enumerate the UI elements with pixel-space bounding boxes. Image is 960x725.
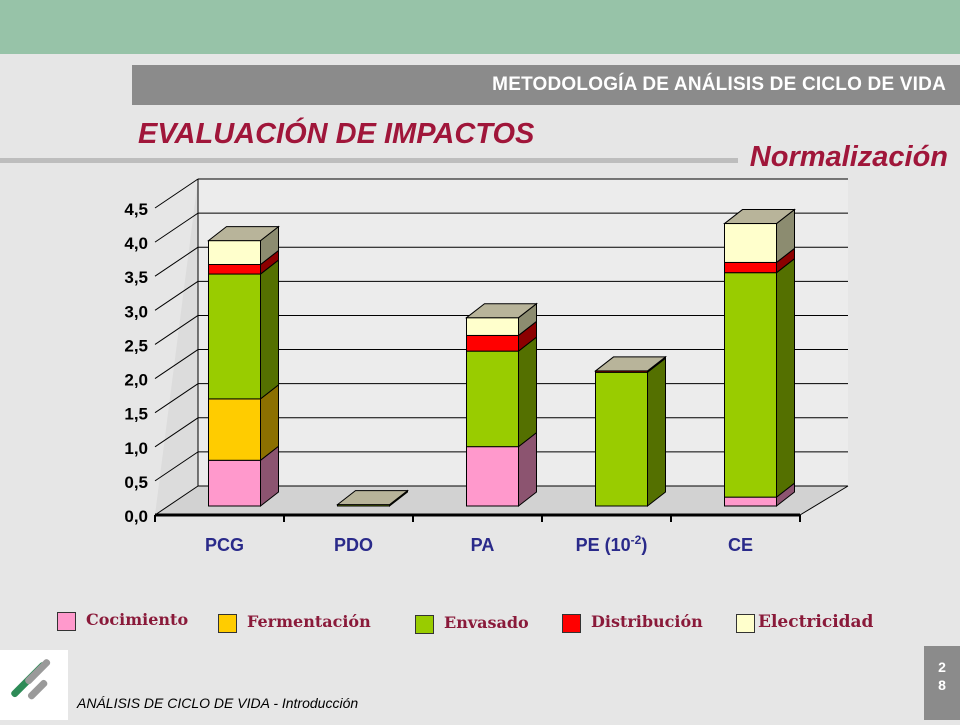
legend-swatch-envasado — [415, 615, 434, 634]
x-tick-labels: PCG PDO PA PE (10-2) CE — [205, 533, 753, 555]
legend-label-cocimiento: Cocimiento — [86, 610, 189, 629]
x-tick-label: CE — [728, 535, 753, 555]
gridline-side — [154, 451, 199, 482]
bar-segment — [466, 350, 519, 448]
y-tick-label: 1,5 — [124, 405, 148, 424]
page-number-digit-1: 2 — [938, 659, 946, 675]
x-tick-label: PE (10-2) — [576, 533, 648, 555]
gridline-side — [154, 315, 199, 345]
legend-swatch-fermentacion — [218, 614, 237, 633]
bar-segment — [208, 263, 261, 275]
bar-group — [207, 225, 280, 508]
bar-segment-side — [518, 336, 537, 448]
page-number: 2 8 — [924, 646, 960, 720]
gridline-side — [154, 212, 199, 243]
bars — [207, 208, 796, 508]
x-tick-label: PA — [471, 535, 495, 555]
footer-course-text: ANÁLISIS DE CICLO DE VIDA - Introducción — [77, 695, 359, 711]
bar-segment — [595, 371, 648, 507]
bar-segment — [466, 446, 519, 507]
legend-swatch-electricidad — [736, 614, 755, 633]
x-tick-marks — [154, 515, 801, 522]
page-number-digit-2: 8 — [938, 677, 946, 693]
bar-segment-side — [647, 357, 666, 508]
y-tick-label: 2,5 — [124, 336, 148, 355]
bar-group — [336, 489, 409, 508]
floor-edge-right — [799, 485, 849, 516]
section-title: METODOLOGÍA DE ANÁLISIS DE CICLO DE VIDA — [492, 74, 946, 95]
legend-swatch-distribucion — [562, 614, 581, 633]
bar-segment — [208, 459, 261, 507]
bar-top — [594, 356, 667, 372]
legend-swatch-cocimiento — [57, 612, 76, 631]
title-underline — [0, 158, 738, 163]
bar-segment — [724, 272, 777, 498]
bar-segment — [208, 240, 261, 265]
bar-group — [465, 302, 538, 508]
bar-top — [723, 209, 796, 225]
logo-graphic — [11, 659, 51, 700]
bar-top — [336, 490, 409, 506]
legend-label-envasado: Envasado — [444, 613, 529, 632]
gridline-side — [154, 349, 199, 379]
bar-group — [723, 208, 796, 508]
bar-segment — [724, 223, 777, 263]
bar-group — [594, 355, 667, 508]
x-tick-label: PCG — [205, 535, 244, 555]
bar-top — [465, 303, 538, 319]
x-tick-label: PDO — [334, 535, 373, 555]
section-header-bar: METODOLOGÍA DE ANÁLISIS DE CICLO DE VIDA — [132, 65, 960, 105]
bar-segment — [208, 398, 261, 461]
bar-segment — [208, 273, 261, 400]
legend-label-distribucion: Distribución — [591, 612, 703, 631]
gridline-side — [154, 383, 199, 414]
cip-logo — [0, 650, 68, 720]
gridline-side — [154, 280, 199, 311]
y-tick-labels: 0,0 0,5 1,0 1,5 2,0 2,5 3,0 3,5 4,0 4,5 — [124, 200, 148, 526]
y-tick-label: 0,5 — [124, 473, 148, 492]
bar-segment — [466, 317, 519, 336]
gridline-side — [154, 246, 199, 277]
bar-segment-side — [776, 257, 795, 499]
y-tick-label: 4,5 — [124, 200, 148, 219]
page-subtitle: Normalización — [749, 141, 948, 173]
y-tick-label: 3,0 — [124, 302, 148, 321]
page-title: EVALUACIÓN DE IMPACTOS — [138, 118, 535, 150]
top-band — [0, 0, 960, 54]
y-tick-label: 4,0 — [124, 234, 148, 253]
chart-side-wall — [155, 179, 198, 515]
gridline-side — [154, 417, 199, 448]
y-tick-label: 2,0 — [124, 371, 148, 390]
floor-edge-left — [154, 485, 199, 516]
y-tick-label: 1,0 — [124, 439, 148, 458]
legend-label-fermentacion: Fermentación — [247, 612, 371, 631]
bar-segment — [466, 334, 519, 352]
bar-segment — [724, 261, 777, 274]
bar-top — [207, 226, 280, 242]
bar-segment — [724, 496, 777, 507]
gridline-side — [154, 178, 199, 209]
y-tick-label: 3,5 — [124, 268, 148, 287]
bar-segment-side — [260, 259, 279, 400]
legend-label-electricidad: Electricidad — [758, 612, 874, 632]
y-tick-label: 0,0 — [124, 507, 148, 526]
